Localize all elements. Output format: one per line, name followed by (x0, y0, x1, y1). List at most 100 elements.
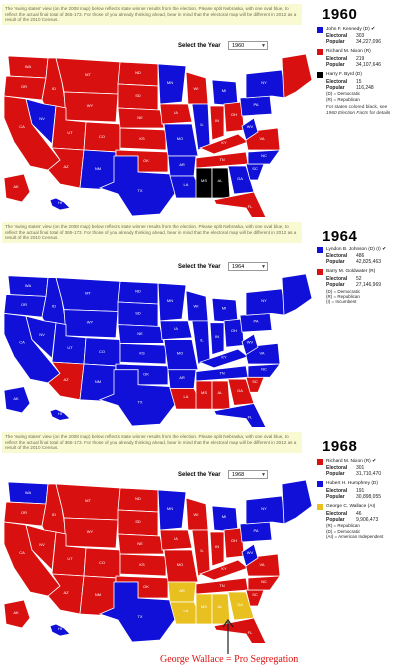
state-label: FL (248, 415, 254, 420)
state-ne (117, 107, 165, 129)
state-label: WA (25, 490, 32, 495)
candidate-row: Lyndon B. Johnson (D) (I) ✔ (316, 246, 398, 253)
state-ks (119, 343, 167, 365)
state-label: NM (95, 166, 101, 171)
state-ak (3, 599, 31, 629)
swing-note: The 'swing states' view (on the 2008 map… (2, 432, 302, 453)
party-key: (R) = Republican (326, 96, 360, 102)
state-tx (98, 155, 177, 217)
state-label: ID (52, 512, 56, 517)
state-label: NC (261, 579, 267, 584)
state-wv (241, 543, 259, 567)
state-label: MS (201, 390, 207, 395)
state-label: NE (137, 115, 143, 120)
state-label: AZ (63, 164, 69, 169)
state-label: IA (174, 110, 178, 115)
year-select[interactable]: 1968 ▼ (228, 470, 268, 479)
panel-1960: The 'swing states' view (on the 2008 map… (0, 0, 400, 220)
stat-value: 219 (356, 55, 365, 62)
state-label: NY (261, 80, 267, 85)
state-label: FL (248, 630, 253, 635)
stat-row: Popular 34,107,646 (316, 62, 398, 68)
state-label: NM (95, 592, 101, 597)
state-label: AR (179, 588, 185, 593)
state-ne-reg (281, 479, 313, 525)
stat-row: Electoral 303 (316, 33, 398, 39)
state-label: PA (253, 319, 258, 324)
state-fl (213, 191, 267, 217)
state-label: AR (179, 375, 185, 380)
candidate-name: Richard M. Nixon (R) ✔ (326, 458, 377, 464)
state-label: NY (261, 506, 267, 511)
state-wv (241, 333, 259, 356)
state-mi (211, 505, 239, 533)
state-ny (245, 288, 287, 316)
candidate-name: Lyndon B. Johnson (D) (I) ✔ (326, 246, 387, 252)
state-mn (157, 63, 187, 105)
candidate-name: Harry F. Byrd (D) (326, 72, 362, 78)
stat-value: 9,906,473 (356, 517, 379, 524)
state-label: IA (174, 536, 178, 541)
state-label: MN (167, 506, 173, 511)
state-label: KS (139, 136, 145, 141)
state-mo (163, 549, 199, 583)
candidate-name: Barry M. Goldwater (R) (326, 269, 376, 275)
state-label: NC (261, 367, 267, 372)
year-select[interactable]: 1960 ▼ (228, 41, 268, 50)
us-map: WA OR CA ID NV MT WY UT AZ CO NM ND SD NE KS OK TX MN IA MO… (3, 273, 313, 427)
state-tx (98, 581, 177, 643)
state-ne-reg (281, 53, 313, 99)
state-label: MT (85, 498, 91, 503)
state-fl (213, 403, 267, 427)
stat-key: Electoral (326, 487, 348, 494)
stat-value: 303 (356, 33, 365, 39)
footnote: For states colored black, see 1960 Elect… (316, 105, 398, 116)
party-key: (D) = Democratic (326, 91, 361, 97)
footnote-link[interactable]: 1960 Election Facts (326, 110, 369, 116)
state-label: MT (85, 72, 91, 77)
select-year-label: Select the Year (178, 43, 221, 49)
candidate-row: Richard M. Nixon (R) (316, 49, 398, 56)
stat-key: Electoral (326, 253, 348, 259)
state-label: GA (237, 176, 243, 181)
stat-value: 486 (356, 253, 365, 259)
state-ne (117, 533, 165, 555)
state-label: CO (99, 560, 105, 565)
candidate-row: George C. Wallace (AI) (316, 504, 398, 511)
state-label: AZ (63, 377, 69, 382)
candidate-row: John F. Kennedy (D) ✔ (316, 26, 398, 33)
us-map: WA OR CA ID NV MT WY UT AZ CO NM ND SD NE KS OK TX MN IA MO… (3, 479, 313, 643)
stat-key: Electoral (326, 275, 348, 282)
year-select[interactable]: 1964 ▼ (228, 262, 268, 271)
chevron-down-icon: ▼ (261, 264, 266, 270)
state-label: CA (19, 340, 25, 345)
state-label: MN (167, 80, 173, 85)
stat-value: 34,227,096 (356, 39, 382, 46)
stat-row: Popular 116,248 (316, 85, 398, 91)
state-label: KS (139, 562, 145, 567)
state-mi (211, 79, 239, 107)
state-ms (195, 167, 213, 199)
color-swatch (317, 49, 323, 56)
state-label: LA (184, 608, 189, 613)
state-label: LA (184, 394, 189, 399)
state-in (209, 531, 225, 567)
state-label: SC (252, 592, 258, 597)
state-label: AL (218, 178, 224, 183)
state-ia (159, 320, 193, 341)
stat-value: 301 (356, 465, 365, 471)
select-year-label: Select the Year (178, 264, 221, 270)
candidate-name: Richard M. Nixon (R) (326, 49, 371, 55)
stat-key: Popular (326, 517, 345, 524)
state-label: NC (261, 153, 267, 158)
stat-value: 191 (356, 487, 365, 494)
stat-key: Popular (326, 39, 345, 46)
stat-value: 15 (356, 78, 362, 85)
state-label: ID (52, 304, 56, 309)
state-tx (98, 369, 177, 427)
chevron-down-icon: ▼ (261, 472, 266, 478)
state-label: MI (222, 306, 226, 311)
state-label: NY (261, 298, 267, 303)
stat-value: 34,107,646 (356, 62, 382, 69)
stat-value: 52 (356, 275, 362, 282)
